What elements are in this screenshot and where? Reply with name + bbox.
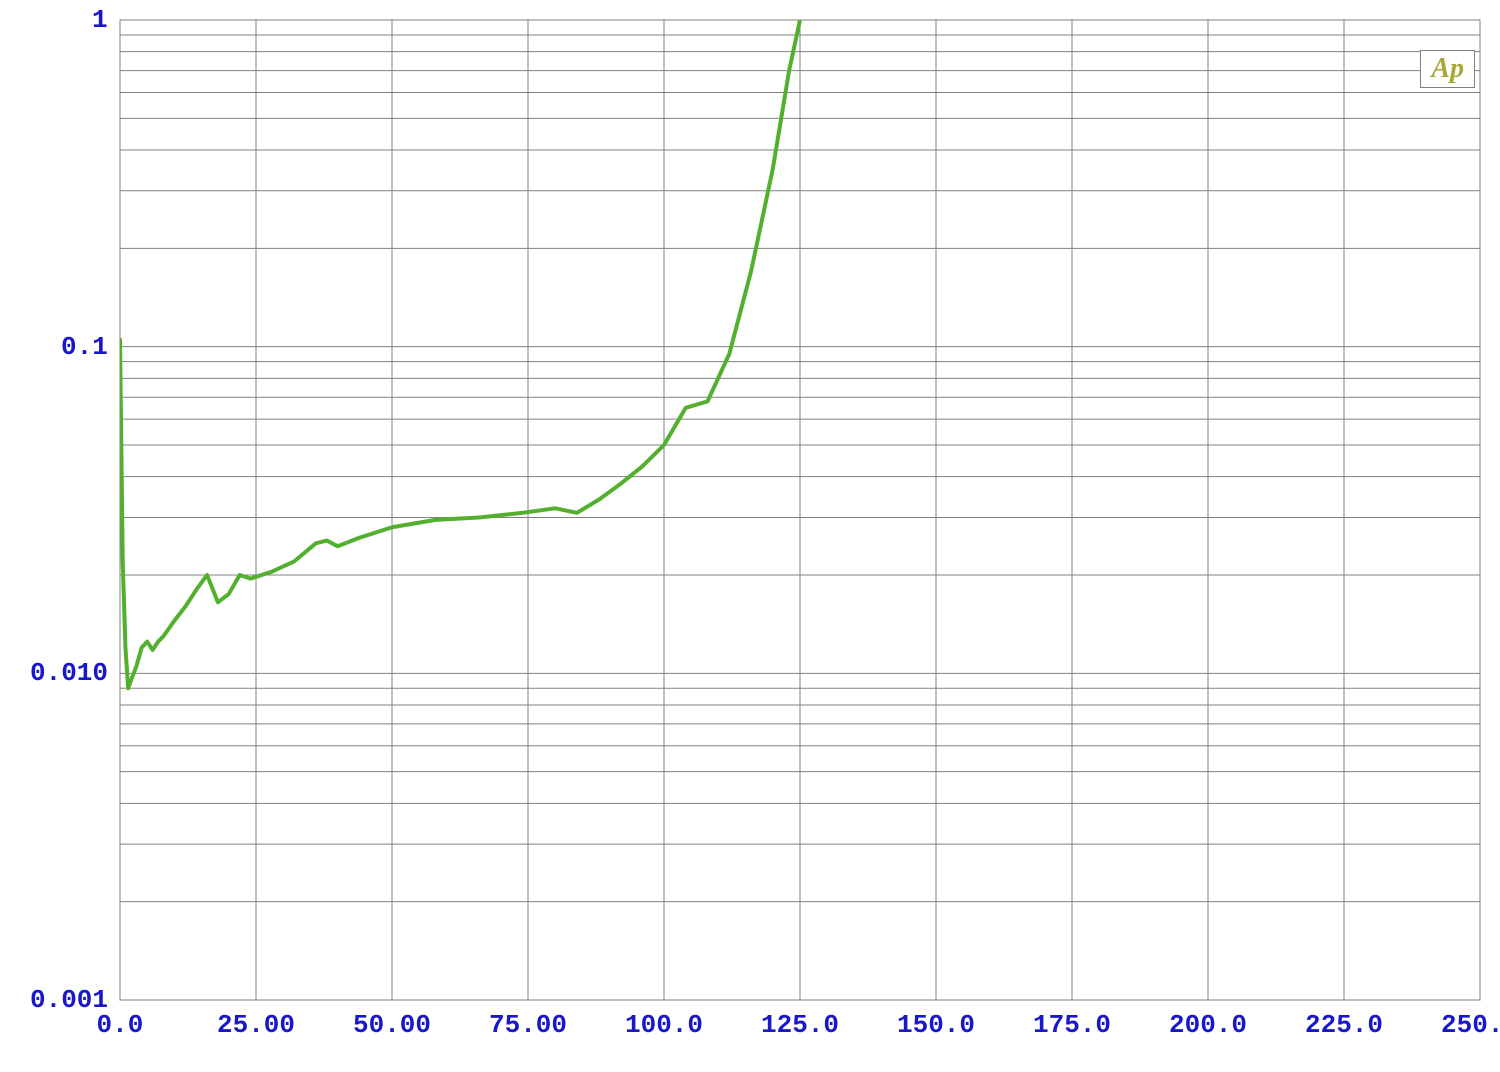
- axis-tick-label: 100.0: [625, 1010, 703, 1040]
- chart-plot: [0, 0, 1500, 1072]
- axis-tick-label: 150.0: [897, 1010, 975, 1040]
- axis-tick-label: 125.0: [761, 1010, 839, 1040]
- axis-tick-label: 75.00: [489, 1010, 567, 1040]
- axis-tick-label: 25.00: [217, 1010, 295, 1040]
- axis-tick-label: 0.0: [97, 1010, 144, 1040]
- axis-tick-label: 225.0: [1305, 1010, 1383, 1040]
- axis-tick-label: 175.0: [1033, 1010, 1111, 1040]
- axis-tick-label: 250.0: [1441, 1010, 1500, 1040]
- axis-tick-label: 1: [92, 5, 108, 35]
- axis-tick-label: 200.0: [1169, 1010, 1247, 1040]
- legend: Ap: [1420, 50, 1475, 88]
- axis-tick-label: 50.00: [353, 1010, 431, 1040]
- legend-label: Ap: [1431, 53, 1464, 84]
- chart-container: Ap 0.0010.0100.110.025.0050.0075.00100.0…: [0, 0, 1500, 1072]
- axis-tick-label: 0.1: [61, 332, 108, 362]
- axis-tick-label: 0.010: [30, 658, 108, 688]
